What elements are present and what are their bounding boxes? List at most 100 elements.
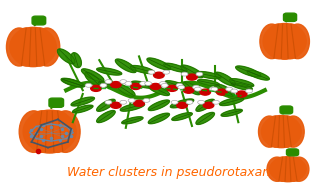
FancyArrowPatch shape — [51, 107, 52, 108]
Circle shape — [226, 87, 233, 91]
Circle shape — [211, 87, 218, 91]
Polygon shape — [231, 83, 252, 90]
Circle shape — [160, 82, 166, 85]
Ellipse shape — [13, 28, 39, 66]
Polygon shape — [57, 49, 75, 64]
Circle shape — [128, 99, 135, 102]
FancyBboxPatch shape — [283, 13, 297, 21]
Circle shape — [105, 100, 112, 104]
Circle shape — [196, 72, 203, 76]
Circle shape — [167, 85, 177, 91]
Circle shape — [181, 72, 188, 76]
Ellipse shape — [283, 157, 304, 181]
Ellipse shape — [289, 157, 309, 181]
Polygon shape — [148, 100, 169, 111]
Ellipse shape — [23, 110, 76, 153]
FancyArrowPatch shape — [290, 153, 291, 155]
Circle shape — [145, 82, 152, 85]
Circle shape — [91, 85, 101, 91]
Polygon shape — [63, 79, 83, 87]
Ellipse shape — [266, 24, 290, 59]
Ellipse shape — [260, 24, 284, 59]
Ellipse shape — [35, 111, 64, 152]
Circle shape — [120, 100, 127, 104]
Circle shape — [130, 83, 141, 89]
Circle shape — [154, 72, 164, 78]
FancyBboxPatch shape — [286, 149, 299, 156]
Ellipse shape — [267, 157, 287, 181]
Polygon shape — [130, 66, 155, 74]
Polygon shape — [61, 78, 84, 87]
Polygon shape — [196, 72, 221, 79]
Polygon shape — [229, 79, 254, 87]
Circle shape — [200, 89, 211, 95]
Polygon shape — [122, 117, 143, 124]
Circle shape — [111, 102, 121, 108]
Ellipse shape — [34, 28, 60, 66]
FancyBboxPatch shape — [280, 106, 293, 114]
Polygon shape — [148, 113, 169, 124]
Circle shape — [193, 85, 200, 89]
Polygon shape — [172, 113, 192, 121]
Circle shape — [231, 89, 238, 93]
Polygon shape — [236, 66, 261, 77]
Circle shape — [209, 87, 216, 91]
Circle shape — [85, 83, 92, 87]
Polygon shape — [196, 112, 214, 124]
Circle shape — [213, 100, 219, 104]
Polygon shape — [97, 99, 115, 111]
Circle shape — [100, 83, 107, 87]
Polygon shape — [81, 69, 104, 82]
Ellipse shape — [272, 157, 293, 181]
Ellipse shape — [27, 111, 56, 152]
Polygon shape — [85, 72, 101, 86]
FancyBboxPatch shape — [49, 98, 64, 107]
Polygon shape — [164, 63, 187, 72]
Circle shape — [246, 89, 253, 93]
Polygon shape — [71, 97, 94, 106]
Circle shape — [161, 83, 168, 87]
Text: Water clusters in pseudorotaxane: Water clusters in pseudorotaxane — [67, 166, 278, 180]
FancyArrowPatch shape — [283, 111, 285, 113]
Circle shape — [111, 82, 121, 88]
Circle shape — [177, 102, 187, 108]
Polygon shape — [215, 72, 235, 86]
Circle shape — [183, 87, 194, 93]
Polygon shape — [120, 103, 145, 111]
Polygon shape — [147, 58, 171, 70]
Polygon shape — [116, 59, 136, 73]
Ellipse shape — [259, 116, 280, 147]
Polygon shape — [216, 84, 234, 96]
Circle shape — [105, 80, 112, 83]
Circle shape — [198, 100, 205, 104]
Polygon shape — [132, 81, 153, 88]
Ellipse shape — [261, 115, 301, 148]
Polygon shape — [170, 99, 194, 108]
Circle shape — [203, 102, 214, 108]
Polygon shape — [117, 84, 135, 96]
Polygon shape — [97, 111, 115, 123]
Polygon shape — [183, 82, 201, 95]
Ellipse shape — [276, 116, 298, 147]
Ellipse shape — [270, 116, 292, 147]
Circle shape — [178, 85, 185, 89]
Ellipse shape — [273, 24, 297, 59]
Ellipse shape — [43, 111, 72, 152]
Polygon shape — [165, 81, 186, 89]
Ellipse shape — [270, 157, 306, 182]
Circle shape — [143, 99, 150, 102]
Circle shape — [120, 80, 127, 83]
Ellipse shape — [263, 24, 306, 59]
Circle shape — [187, 74, 197, 80]
Circle shape — [125, 82, 132, 85]
Ellipse shape — [20, 28, 46, 66]
Circle shape — [186, 100, 193, 104]
Ellipse shape — [264, 116, 286, 147]
Ellipse shape — [51, 111, 80, 152]
Circle shape — [150, 83, 161, 89]
Ellipse shape — [10, 27, 56, 67]
Circle shape — [148, 70, 155, 74]
Circle shape — [134, 100, 144, 106]
Polygon shape — [198, 80, 219, 86]
Polygon shape — [148, 85, 169, 96]
